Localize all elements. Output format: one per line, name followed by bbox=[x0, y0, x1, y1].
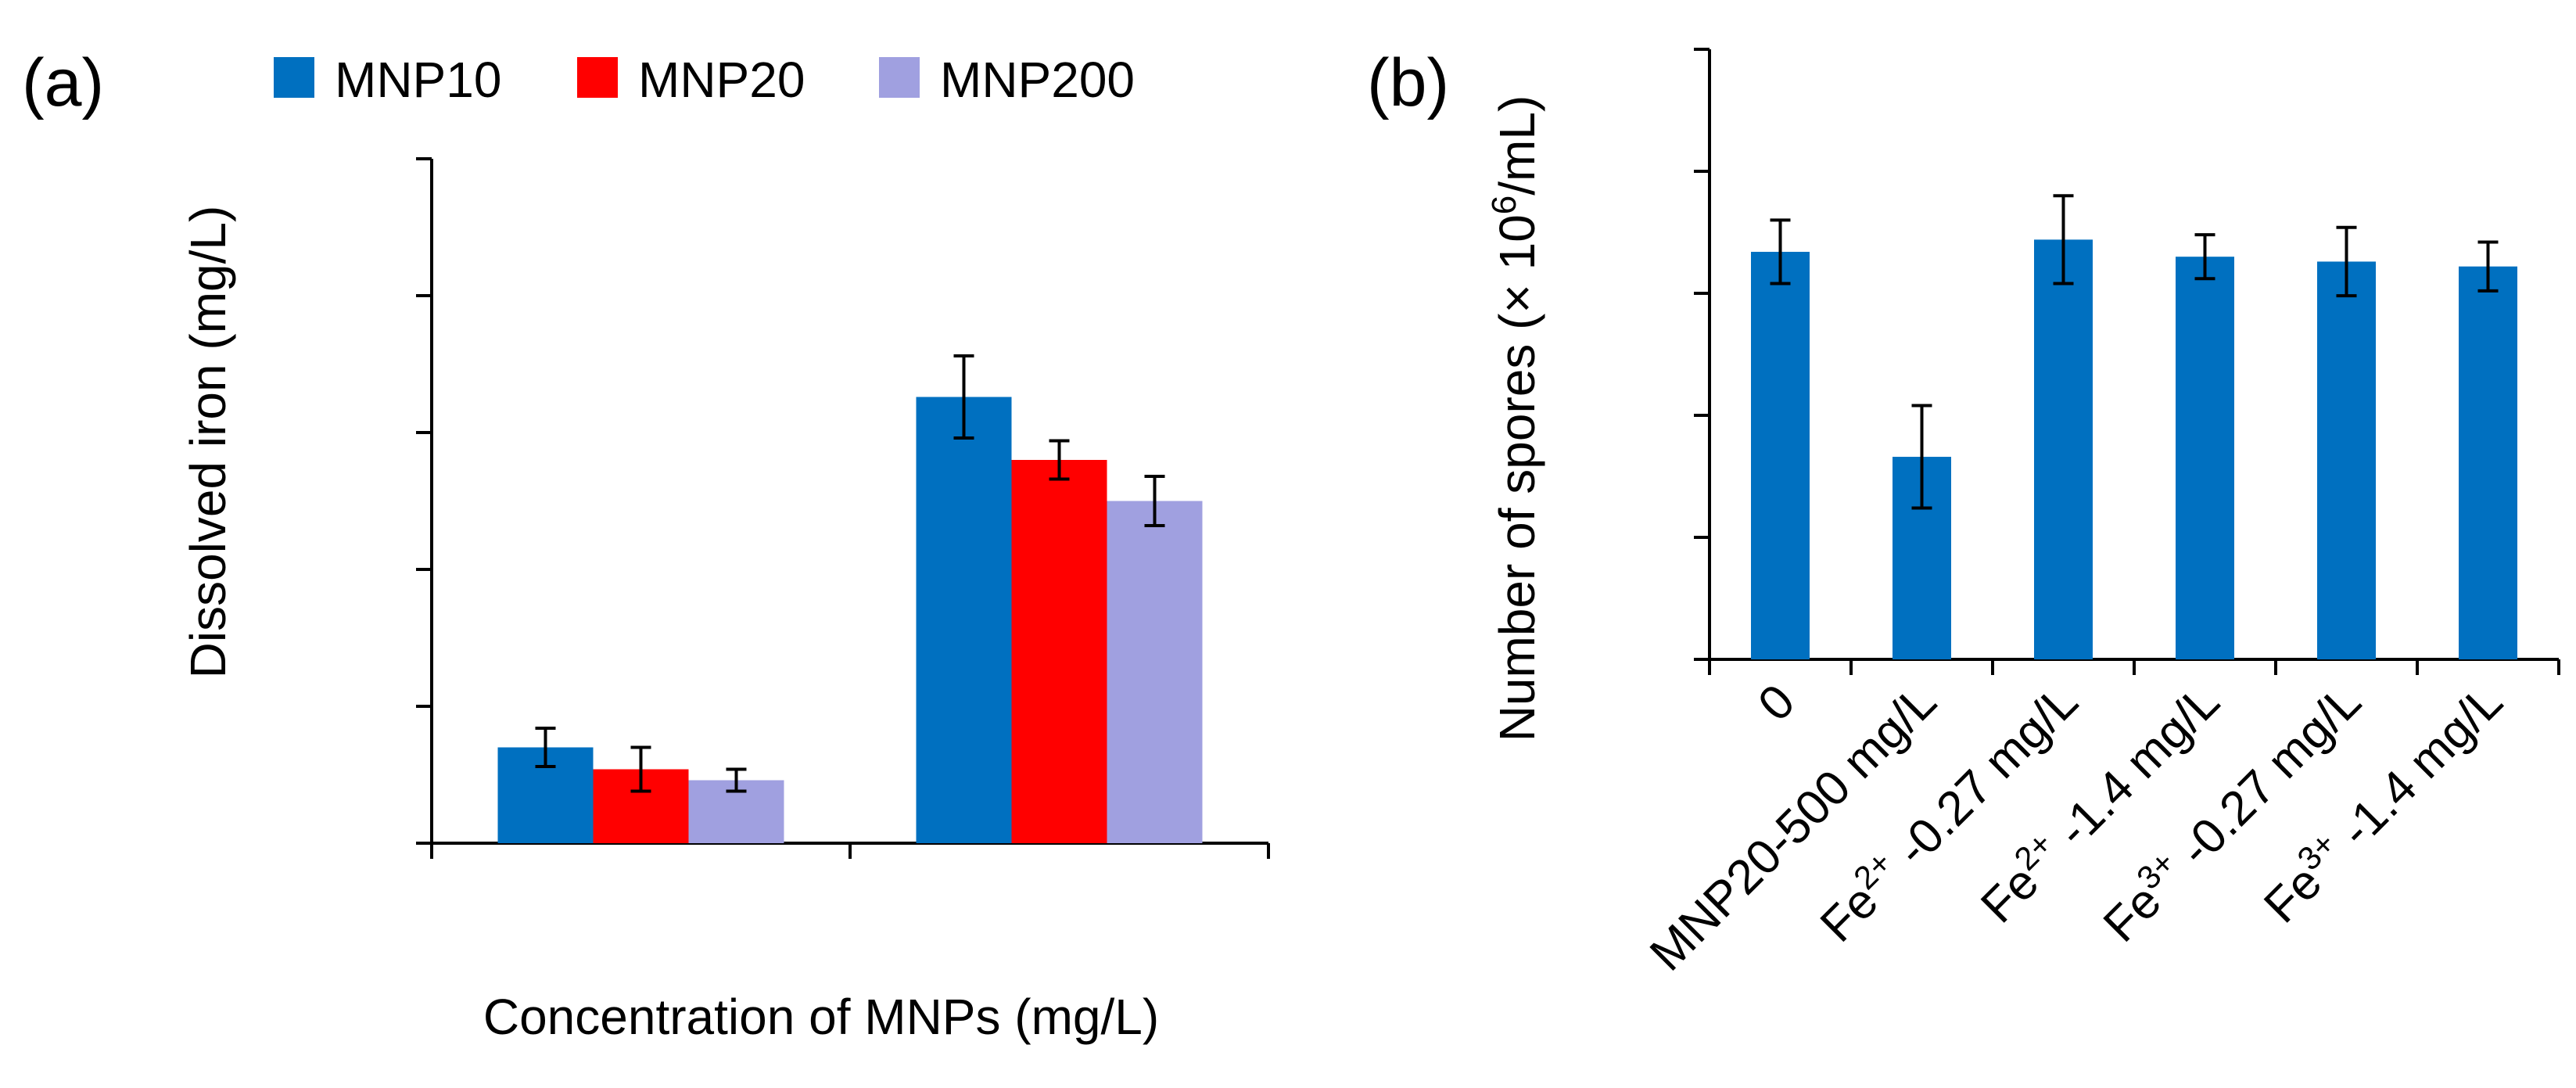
legend-swatch-mnp200 bbox=[879, 57, 920, 98]
x-tick-label-b: Fe3+ -1.4 mg/L bbox=[2250, 670, 2513, 933]
legend-label-mnp200: MNP200 bbox=[940, 52, 1135, 108]
panel-a-label: (a) bbox=[22, 45, 104, 120]
legend-a: MNP10 MNP20 MNP200 bbox=[274, 52, 1135, 108]
bar-category-0 bbox=[1751, 251, 1810, 660]
bar-mnp20-500 bbox=[1011, 460, 1107, 843]
legend-swatch-mnp20 bbox=[577, 57, 618, 98]
y-axis-title-a: Dissolved iron (mg/L) bbox=[180, 206, 236, 679]
x-tick-label-b: Fe2+ -0.27 mg/L bbox=[1806, 670, 2089, 953]
bar-mnp10-500 bbox=[916, 397, 1012, 843]
bar-mnp200-500 bbox=[1107, 501, 1203, 843]
bars-a bbox=[497, 354, 1203, 843]
legend-label-mnp20: MNP20 bbox=[638, 52, 805, 108]
bar-category-5 bbox=[2459, 266, 2517, 659]
x-tick-label-b: 0 bbox=[1748, 674, 1805, 731]
bar-category-4 bbox=[2317, 261, 2376, 659]
axes-b bbox=[1694, 48, 2560, 675]
legend-swatch-mnp10 bbox=[274, 57, 314, 98]
panel-a: (a) MNP10 MNP20 MNP200 Dissolved iron (m… bbox=[22, 45, 1270, 1045]
panel-b-label: (b) bbox=[1367, 45, 1449, 120]
panel-b: (b) Number of spores (× 106/mL) 0MNP20-5… bbox=[1367, 45, 2560, 981]
legend-label-mnp10: MNP10 bbox=[335, 52, 501, 108]
bar-category-3 bbox=[2176, 257, 2234, 659]
x-tick-label-b: Fe3+ -0.27 mg/L bbox=[2090, 670, 2372, 953]
y-axis-title-b: Number of spores (× 106/mL) bbox=[1485, 95, 1545, 742]
x-tick-label-b: Fe2+ -1.4 mg/L bbox=[1967, 670, 2230, 933]
bars-b bbox=[1751, 194, 2517, 660]
bar-category-2 bbox=[2034, 239, 2093, 659]
x-axis-title-a: Concentration of MNPs (mg/L) bbox=[483, 989, 1159, 1045]
